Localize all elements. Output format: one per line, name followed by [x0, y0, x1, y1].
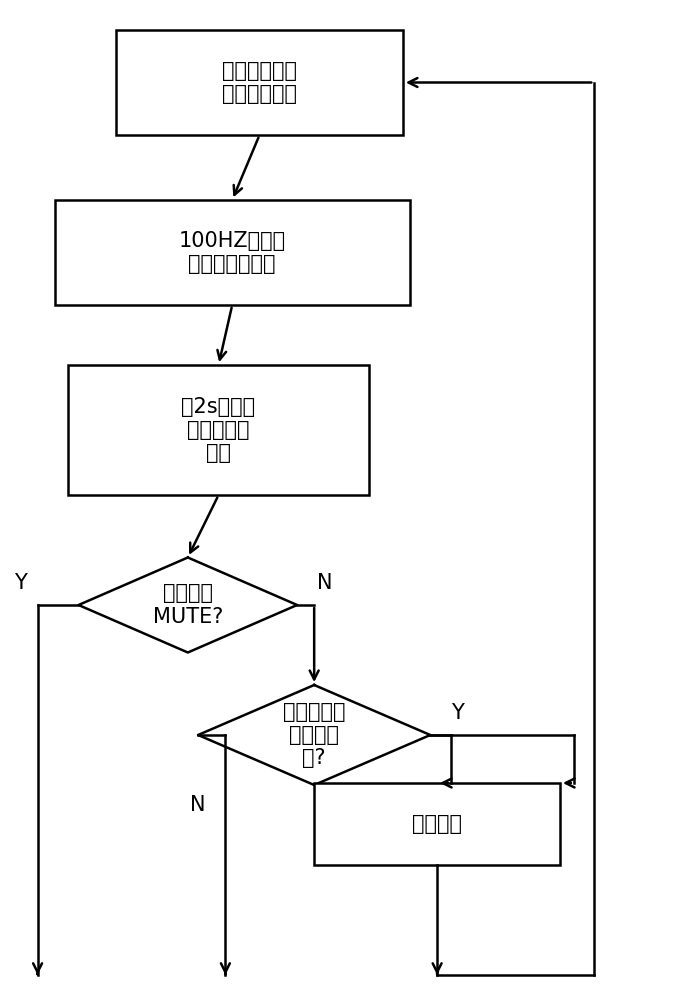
Text: N: N [317, 573, 332, 593]
Polygon shape [79, 558, 297, 652]
FancyBboxPatch shape [314, 783, 560, 865]
FancyBboxPatch shape [68, 365, 369, 495]
Text: Y: Y [14, 573, 27, 593]
Text: 100HZ低频滤
波，保留中高频: 100HZ低频滤 波，保留中高频 [179, 231, 285, 274]
Text: 以2s长度单
位，统计能
量值: 以2s长度单 位，统计能 量值 [182, 397, 255, 463]
FancyBboxPatch shape [116, 30, 403, 135]
Text: 调整功放: 调整功放 [412, 814, 462, 834]
Text: 获取三轴加速
度值，归一化: 获取三轴加速 度值，归一化 [222, 61, 297, 104]
Text: N: N [191, 795, 206, 815]
Polygon shape [198, 685, 430, 785]
FancyBboxPatch shape [55, 200, 410, 305]
Text: 能量值是否
过小或过
高?: 能量值是否 过小或过 高? [283, 702, 346, 768]
Text: 最小音量
MUTE?: 最小音量 MUTE? [152, 583, 223, 627]
Text: Y: Y [451, 703, 464, 723]
